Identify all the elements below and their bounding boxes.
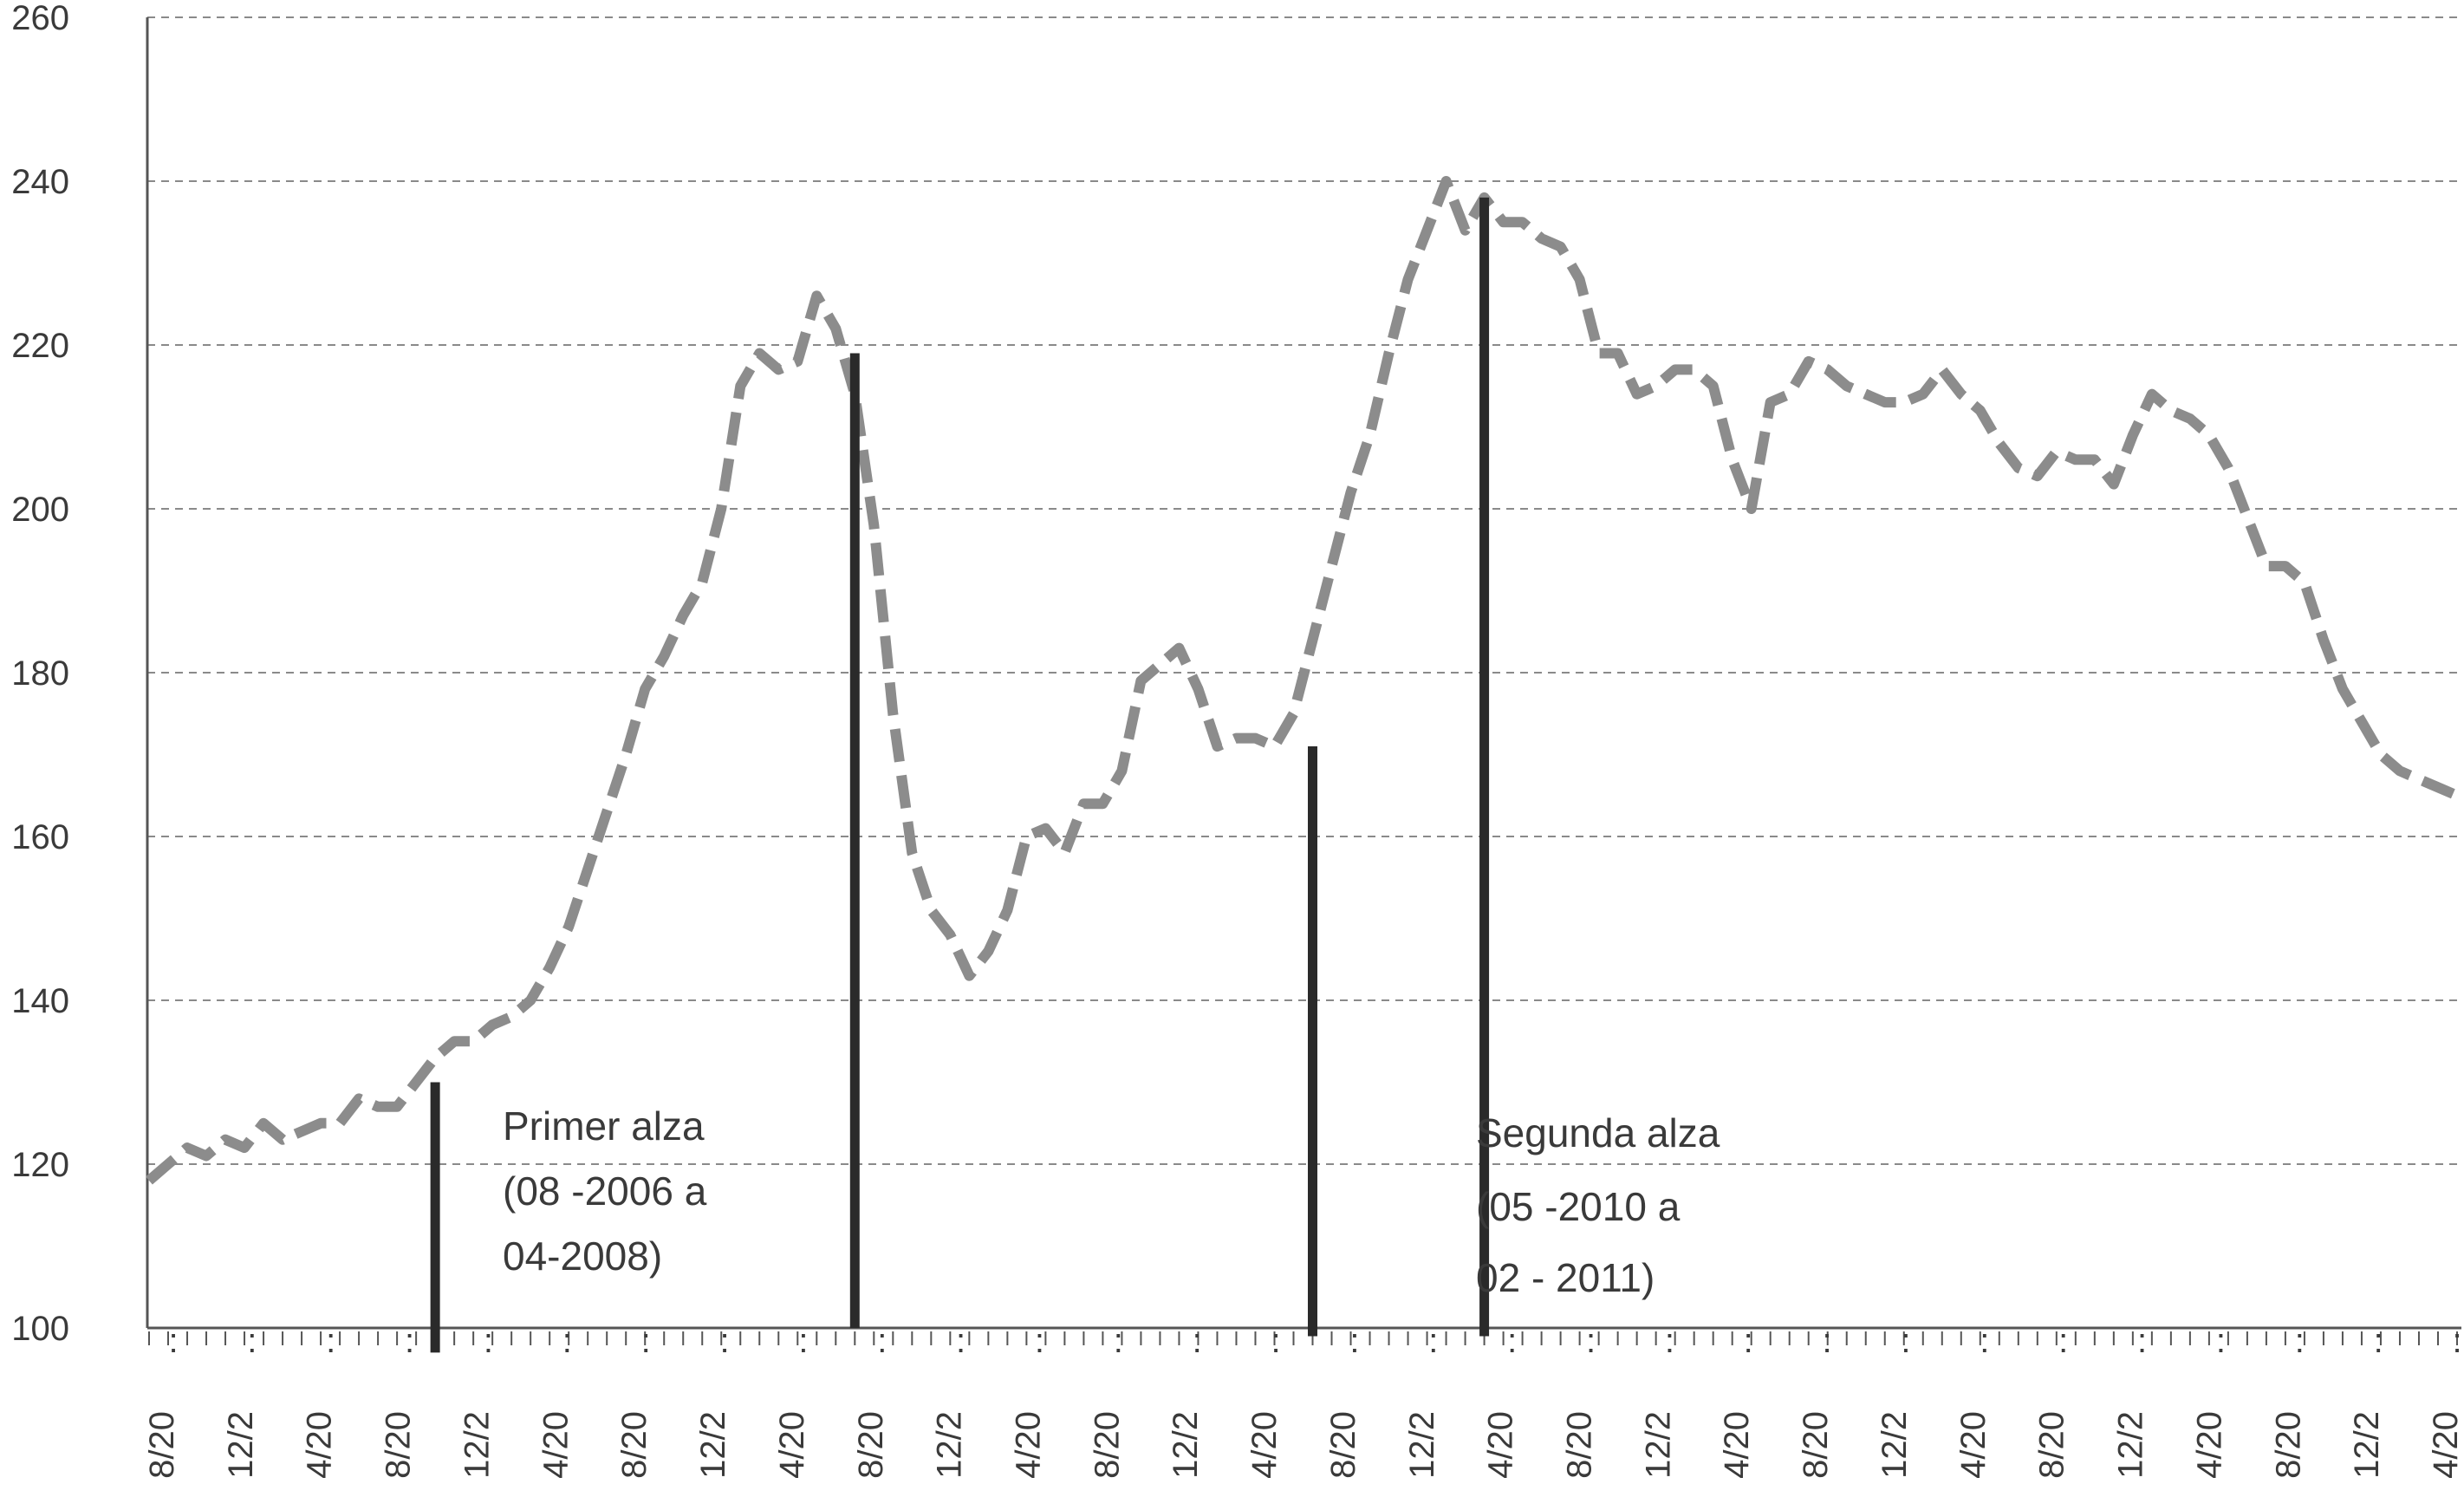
x-tick-dot: : <box>1665 1322 1674 1360</box>
x-tick-label: 12/2 <box>458 1411 496 1479</box>
x-tick-dot: : <box>562 1322 572 1360</box>
x-tick-label: 12/2 <box>931 1411 969 1479</box>
x-tick-label: 12/2 <box>1167 1411 1205 1479</box>
x-tick-dot: : <box>168 1322 178 1360</box>
x-tick-label: 4/20 <box>1718 1411 1756 1479</box>
x-tick-label: 8/20 <box>2033 1411 2071 1479</box>
x-tick-label: 4/20 <box>2427 1411 2464 1479</box>
x-tick-dot: : <box>1507 1322 1517 1360</box>
x-tick-dot: : <box>2058 1322 2068 1360</box>
annotation-2-line-3: 02 - 2011) <box>1476 1255 1655 1300</box>
x-tick-dot: : <box>1428 1322 1438 1360</box>
gridlines <box>147 16 2461 1165</box>
x-tick-dot: : <box>1823 1322 1832 1360</box>
y-tick-label: 260 <box>11 0 69 37</box>
x-tick-label: 4/20 <box>2190 1411 2228 1479</box>
x-tick-dot: : <box>484 1322 493 1360</box>
x-tick-dot: : <box>1349 1322 1359 1360</box>
x-tick-dot: : <box>1114 1322 1123 1360</box>
x-tick-dot: : <box>2374 1322 2383 1360</box>
x-tick-label: 8/20 <box>852 1411 890 1479</box>
x-tick-label: 12/2 <box>2348 1411 2386 1479</box>
x-tick-dot: : <box>641 1322 651 1360</box>
x-tick-dot: : <box>326 1322 335 1360</box>
x-tick-label: 12/2 <box>1403 1411 1441 1479</box>
annotation-1-line-1: Primer alza <box>503 1103 705 1149</box>
x-tick-dot: : <box>719 1322 729 1360</box>
x-tick-dot: : <box>1980 1322 1989 1360</box>
annotation-1-line-3: 04-2008) <box>503 1233 662 1279</box>
x-axis-minor-ticks <box>148 1331 2458 1345</box>
y-tick-label: 100 <box>11 1310 69 1348</box>
x-axis-tick-labels: 8/20: 12/2: 4/20: 8/20: 12/2: 4/20: 8/20: 12/2:… <box>143 1322 2464 1479</box>
x-tick-label: 8/20 <box>1088 1411 1126 1479</box>
x-tick-dot: : <box>405 1322 414 1360</box>
x-tick-dot: : <box>1271 1322 1281 1360</box>
y-tick-label: 220 <box>11 327 69 365</box>
x-tick-label: 8/20 <box>1324 1411 1362 1479</box>
annotation-2-line-1: Segunda alza <box>1476 1110 1720 1155</box>
vertical-markers <box>430 197 1490 1353</box>
x-tick-dot: : <box>798 1322 808 1360</box>
x-tick-dot: : <box>1744 1322 1753 1360</box>
x-tick-label: 4/20 <box>1245 1411 1284 1479</box>
x-tick-dot: : <box>247 1322 257 1360</box>
x-tick-label: 12/2 <box>1876 1411 1914 1479</box>
x-tick-label: 8/20 <box>1561 1411 1599 1479</box>
x-tick-label: 4/20 <box>301 1411 339 1479</box>
x-tick-label: 4/20 <box>536 1411 575 1479</box>
x-tick-label: 12/2 <box>2112 1411 2150 1479</box>
x-tick-label: 8/20 <box>1797 1411 1835 1479</box>
x-tick-dot: : <box>877 1322 887 1360</box>
annotation-1-line-2: (08 -2006 a <box>503 1168 707 1214</box>
x-tick-label: 4/20 <box>1482 1411 1520 1479</box>
y-tick-label: 140 <box>11 982 69 1020</box>
x-tick-label: 4/20 <box>1009 1411 1047 1479</box>
x-tick-label: 8/20 <box>615 1411 653 1479</box>
x-tick-dot: : <box>2216 1322 2226 1360</box>
y-axis-ticks: 100 120 140 160 180 200 220 240 260 <box>11 0 69 1348</box>
x-tick-label: 8/20 <box>2269 1411 2307 1479</box>
x-tick-dot: : <box>956 1322 965 1360</box>
x-tick-dot: : <box>1193 1322 1202 1360</box>
x-tick-dot: : <box>1901 1322 1910 1360</box>
x-tick-dot: : <box>1586 1322 1596 1360</box>
x-tick-label: 8/20 <box>143 1411 181 1479</box>
y-tick-label: 240 <box>11 163 69 201</box>
series-line <box>146 176 2460 1185</box>
y-tick-label: 180 <box>11 654 69 693</box>
y-tick-label: 160 <box>11 818 69 856</box>
x-tick-dot: : <box>1035 1322 1044 1360</box>
x-tick-label: 12/2 <box>694 1411 732 1479</box>
annotation-2-line-2: (05 -2010 a <box>1476 1184 1681 1229</box>
x-tick-dot: : <box>2137 1322 2147 1360</box>
x-tick-label: 8/20 <box>380 1411 418 1479</box>
series-polyline <box>146 176 2460 1185</box>
x-tick-dot: : <box>2295 1322 2305 1360</box>
x-tick-label: 12/2 <box>222 1411 260 1479</box>
y-tick-label: 200 <box>11 491 69 529</box>
x-tick-label: 12/2 <box>1639 1411 1677 1479</box>
x-tick-label: 4/20 <box>1954 1411 1993 1479</box>
y-tick-label: 120 <box>11 1146 69 1184</box>
x-tick-label: 4/20 <box>773 1411 811 1479</box>
x-tick-dot: : <box>2452 1322 2461 1360</box>
